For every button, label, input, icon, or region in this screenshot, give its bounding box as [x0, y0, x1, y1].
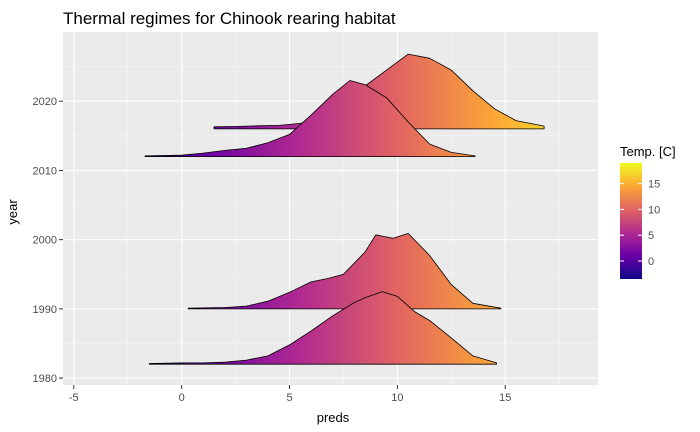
ridge-1982 — [148, 291, 497, 365]
legend-title: Temp. [C] — [620, 144, 676, 159]
legend-tick-label: 10 — [648, 204, 660, 216]
color-legend: Temp. [C] 0 5 10 15 — [620, 144, 676, 279]
x-axis-label: preds — [317, 410, 350, 425]
ridge-2012 — [144, 80, 476, 157]
chart-title: Thermal regimes for Chinook rearing habi… — [63, 9, 396, 28]
legend-colorbar — [620, 163, 642, 279]
legend-ticks: 0 5 10 15 — [620, 179, 660, 268]
legend-tick-label: 15 — [648, 179, 660, 191]
axes: -5 0 5 10 15 1980 1990 2000 2010 2020 — [33, 96, 512, 404]
x-tick-label: 15 — [499, 392, 511, 404]
x-tick-label: 0 — [179, 392, 185, 404]
y-tick-label: 2000 — [33, 235, 57, 247]
x-tick-label: 5 — [286, 392, 292, 404]
ridge-series-layer — [144, 53, 545, 365]
legend-tick-label: 5 — [648, 230, 654, 242]
y-tick-label: 2010 — [33, 165, 57, 177]
y-tick-label: 1990 — [33, 304, 57, 316]
ridge-1990 — [187, 233, 502, 310]
y-tick-label: 1980 — [33, 373, 57, 385]
y-axis-label: year — [5, 199, 20, 225]
x-tick-label: -5 — [69, 392, 79, 404]
y-tick-label: 2020 — [33, 96, 57, 108]
legend-tick-label: 0 — [648, 256, 654, 268]
x-tick-label: 10 — [391, 392, 403, 404]
ridge-2016 — [213, 53, 545, 130]
